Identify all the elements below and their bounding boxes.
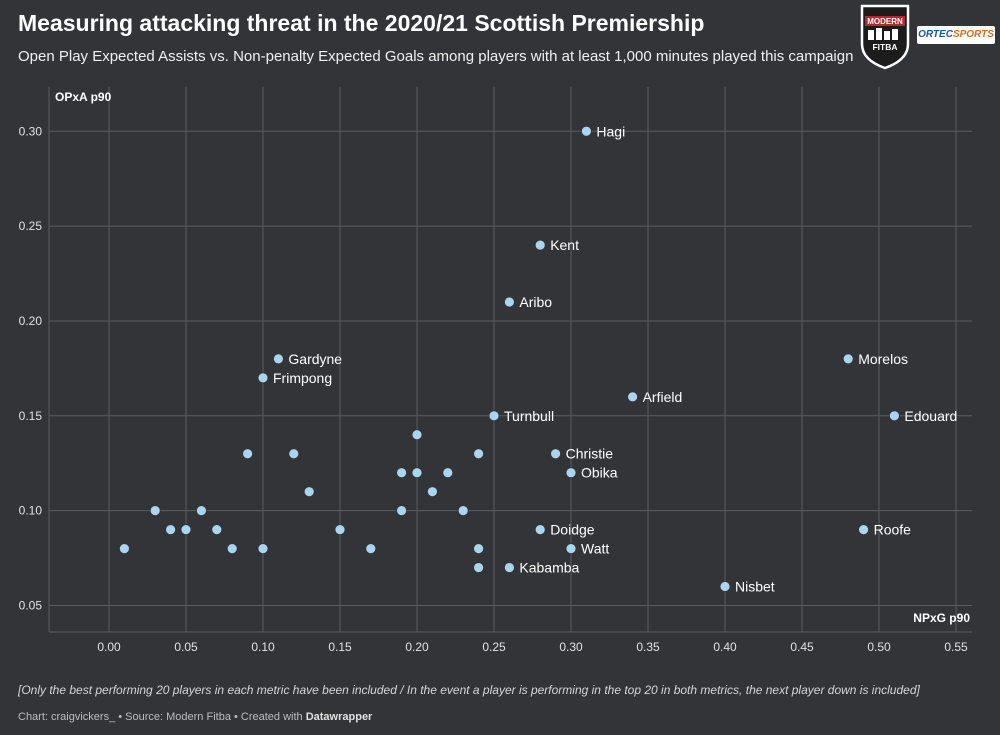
data-point bbox=[565, 467, 577, 479]
data-point bbox=[473, 448, 485, 460]
data-point bbox=[211, 524, 223, 536]
data-point bbox=[889, 410, 900, 422]
point-label: Nisbet bbox=[735, 579, 775, 595]
data-point bbox=[426, 486, 438, 498]
point-label: Turnbull bbox=[504, 408, 554, 424]
badge-bottom-text: FITBA bbox=[872, 42, 897, 52]
data-point bbox=[442, 467, 454, 479]
point-label: Morelos bbox=[858, 351, 908, 367]
data-point bbox=[365, 543, 377, 554]
x-tick-label: 0.20 bbox=[405, 640, 429, 654]
y-tick-label: 0.20 bbox=[19, 314, 43, 328]
y-tick-label: 0.30 bbox=[19, 124, 43, 138]
data-point bbox=[411, 467, 423, 479]
point-label: Kent bbox=[550, 237, 579, 253]
point-label: Doidge bbox=[550, 522, 595, 538]
x-tick-label: 0.25 bbox=[482, 640, 506, 654]
point-label: Frimpong bbox=[273, 370, 332, 386]
data-point bbox=[719, 581, 731, 592]
point-label: Edouard bbox=[904, 408, 957, 424]
x-tick-label: 0.05 bbox=[174, 640, 198, 654]
y-tick-label: 0.25 bbox=[19, 219, 43, 233]
data-point bbox=[119, 543, 130, 554]
data-point bbox=[195, 505, 207, 517]
badge-top-text: MODERN bbox=[867, 17, 903, 26]
data-point bbox=[503, 296, 515, 308]
x-tick-label: 0.45 bbox=[790, 640, 814, 654]
credit-tool: Datawrapper bbox=[305, 711, 373, 723]
data-point bbox=[581, 125, 592, 137]
x-tick-label: 0.40 bbox=[713, 640, 737, 654]
y-tick-label: 0.15 bbox=[19, 409, 43, 423]
data-point bbox=[180, 524, 192, 536]
x-tick-label: 0.35 bbox=[636, 640, 660, 654]
data-point bbox=[226, 543, 238, 554]
sponsor-text-2: SPORTS bbox=[952, 29, 994, 40]
data-point bbox=[858, 524, 869, 536]
point-label: Gardyne bbox=[288, 351, 342, 367]
data-point bbox=[488, 410, 500, 422]
data-point bbox=[457, 505, 469, 517]
data-point bbox=[396, 467, 408, 479]
point-label: Obika bbox=[581, 465, 618, 481]
x-tick-label: 0.15 bbox=[328, 640, 352, 654]
ortec-sports-logo: ORTECSPORTS bbox=[917, 26, 995, 44]
data-point bbox=[288, 448, 300, 460]
point-label: Hagi bbox=[596, 123, 625, 139]
data-point bbox=[550, 448, 561, 460]
y-tick-label: 0.10 bbox=[19, 504, 43, 518]
x-tick-label: 0.55 bbox=[944, 640, 968, 654]
point-label: Aribo bbox=[519, 294, 552, 310]
data-point bbox=[149, 505, 161, 517]
data-point bbox=[627, 391, 638, 403]
y-axis-label: OPxA p90 bbox=[55, 90, 112, 104]
modern-fitba-logo: MODERN FITBA bbox=[858, 4, 912, 70]
data-point bbox=[257, 543, 269, 554]
credit-line: Chart: craigvickers_ • Source: Modern Fi… bbox=[18, 711, 372, 723]
point-label: Arfield bbox=[643, 389, 683, 405]
x-axis-label: NPxG p90 bbox=[913, 611, 970, 625]
data-point bbox=[303, 486, 315, 498]
point-label: Roofe bbox=[874, 522, 912, 538]
data-point bbox=[165, 524, 177, 536]
chart-title: Measuring attacking threat in the 2020/2… bbox=[18, 10, 705, 36]
data-point bbox=[534, 239, 546, 251]
data-point bbox=[242, 448, 254, 460]
x-tick-label: 0.50 bbox=[867, 640, 891, 654]
data-point bbox=[272, 353, 284, 365]
x-tick-label: 0.10 bbox=[251, 640, 275, 654]
shield-badge-icon: MODERN FITBA bbox=[860, 4, 910, 70]
data-point bbox=[503, 562, 515, 573]
x-tick-label: 0.30 bbox=[559, 640, 583, 654]
credit-prefix: Chart: craigvickers_ • Source: Modern Fi… bbox=[18, 711, 306, 723]
data-point bbox=[334, 524, 346, 536]
point-label: Christie bbox=[566, 446, 614, 462]
data-point bbox=[565, 543, 577, 554]
data-point bbox=[396, 505, 408, 517]
footnote: [Only the best performing 20 players in … bbox=[18, 683, 920, 697]
point-label: Watt bbox=[581, 541, 609, 557]
data-point bbox=[473, 562, 485, 573]
x-tick-label: 0.00 bbox=[97, 640, 121, 654]
data-point bbox=[842, 353, 854, 365]
data-point bbox=[473, 543, 485, 554]
sponsor-text-1: ORTEC bbox=[918, 29, 953, 40]
data-point bbox=[534, 524, 546, 536]
point-label: Kabamba bbox=[519, 560, 579, 576]
data-point bbox=[411, 429, 423, 441]
chart-subtitle: Open Play Expected Assists vs. Non-penal… bbox=[18, 48, 854, 65]
data-point bbox=[257, 372, 269, 384]
y-tick-label: 0.05 bbox=[19, 599, 43, 613]
